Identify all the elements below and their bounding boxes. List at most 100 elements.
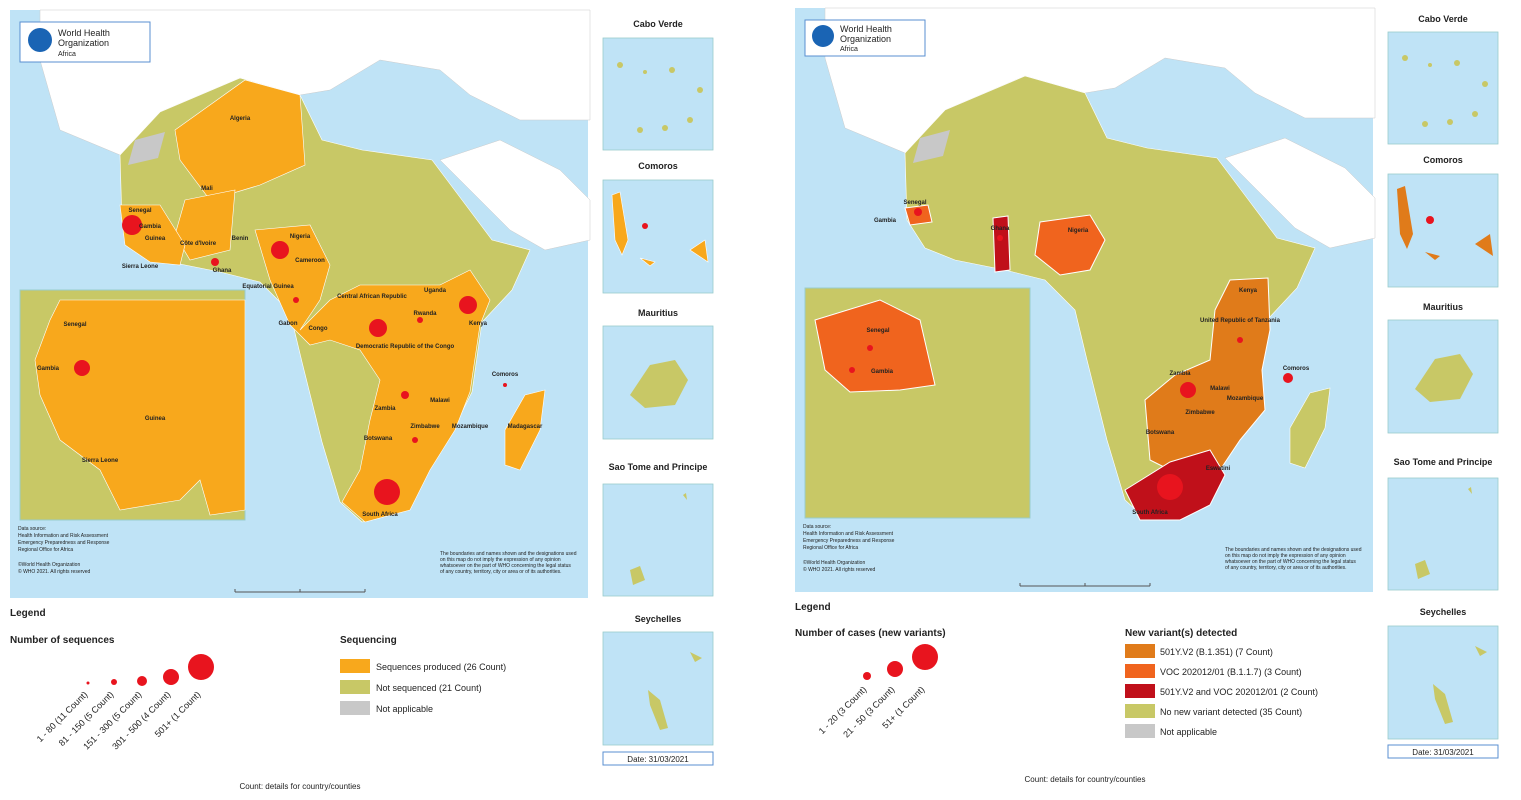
right-legend: Legend Number of cases (new variants) 1 …	[795, 602, 1318, 784]
logo-text: Africa	[58, 51, 76, 58]
legend-swatch	[1125, 704, 1155, 718]
country-label: Equatorial Guinea	[242, 284, 294, 290]
logo-emblem	[812, 25, 834, 47]
country-label: Democratic Republic of the Congo	[356, 344, 455, 350]
legend-label: Not applicable	[1160, 727, 1217, 737]
bubble	[1180, 382, 1196, 398]
bubble	[642, 223, 648, 229]
date: Date: 31/03/2021	[627, 755, 689, 764]
country-label: Sierra Leone	[82, 458, 119, 464]
country-label: Gambia	[871, 369, 894, 375]
legend-swatch	[1125, 644, 1155, 658]
bubble	[401, 391, 409, 399]
islands	[617, 62, 703, 133]
country-label: Cameroon	[295, 258, 325, 264]
country-label: Malawi	[1210, 386, 1230, 392]
legend-bubble	[137, 676, 147, 686]
bubble	[412, 437, 418, 443]
logo-text: World Health	[58, 28, 110, 38]
copyright: © WHO 2021. All rights reserved	[18, 568, 91, 575]
country-fill	[254, 224, 491, 523]
country-label: Ghana	[991, 226, 1010, 232]
country-label: South Africa	[1132, 510, 1168, 516]
legend-label: 1 - 20 (3 Count)	[817, 684, 869, 736]
bubble	[849, 367, 855, 373]
bubbles	[74, 215, 507, 505]
copyright: © WHO 2021. All rights reserved	[803, 566, 876, 573]
country-label: Nigeria	[1068, 228, 1089, 234]
bubble	[1426, 216, 1434, 224]
legend-subtitle: Number of sequences	[10, 635, 115, 646]
country-label: Sierra Leone	[122, 264, 159, 270]
not-applicable	[128, 132, 165, 165]
legend-title: Legend	[795, 602, 831, 613]
source: Regional Office for Africa	[18, 547, 73, 553]
country-fill	[992, 215, 1011, 273]
date: Date: 31/03/2021	[1412, 748, 1474, 757]
country-label: Ghana	[213, 268, 232, 274]
not-applicable	[913, 130, 950, 163]
inset-box	[1387, 31, 1499, 145]
country-label: Congo	[309, 326, 328, 332]
inset-box	[602, 37, 714, 151]
country-label: Malawi	[430, 398, 450, 404]
bubble	[122, 215, 142, 235]
right-map: World Health Organization Africa Senegal…	[795, 7, 1376, 592]
scale-bar	[1019, 583, 1151, 587]
disclaimer: whatsoever on the part of WHO concerning…	[440, 563, 571, 569]
bubble	[1157, 474, 1183, 500]
source: Health Information and Risk Assessment	[18, 533, 109, 539]
inset-title: Comoros	[638, 161, 678, 171]
legend-swatch	[340, 659, 370, 673]
inset-title: Sao Tome and Principe	[609, 462, 708, 472]
country-label: Zambia	[1169, 371, 1191, 377]
legend-swatch	[340, 701, 370, 715]
footer: Count: details for country/counties	[1025, 775, 1146, 784]
country-label: Kenya	[469, 321, 488, 327]
disclaimer: of any country, territory, city or area …	[1225, 565, 1347, 571]
logo-emblem	[28, 28, 52, 52]
country-fill	[1034, 214, 1106, 276]
bubble	[417, 317, 423, 323]
right-insets: Cabo Verde Comoros Mauritius Sao Tome an…	[1387, 14, 1499, 759]
country-label: Benin	[232, 236, 249, 242]
country-label: Kenya	[1239, 288, 1258, 294]
bubble	[211, 258, 219, 266]
legend-swatch	[340, 680, 370, 694]
date-box	[602, 751, 714, 766]
inset-title: Comoros	[1423, 155, 1463, 165]
bubble	[914, 208, 922, 216]
legend-bubble	[163, 669, 179, 685]
country-label: Central African Republic	[337, 294, 407, 300]
inset-title: Sao Tome and Principe	[1394, 457, 1493, 467]
country-label: Nigeria	[290, 234, 311, 240]
island	[648, 652, 702, 730]
source: Regional Office for Africa	[803, 545, 858, 551]
legend-label: No new variant detected (35 Count)	[1160, 707, 1302, 717]
legend-swatch	[1125, 664, 1155, 678]
country-label: Rwanda	[413, 311, 437, 317]
inset-title: Cabo Verde	[633, 19, 683, 29]
legend-bubble	[188, 654, 214, 680]
inset-box	[1387, 477, 1499, 591]
left-map: World Health Organization Africa Algeria…	[10, 9, 591, 598]
legend-label: 21 - 50 (3 Count)	[841, 684, 896, 739]
legend-swatch	[1125, 684, 1155, 698]
legend-subtitle: New variant(s) detected	[1125, 628, 1237, 639]
inset-title: Seychelles	[1420, 607, 1467, 617]
country-fill	[814, 299, 936, 393]
legend-bubble	[863, 672, 871, 680]
country-label: Botswana	[1146, 430, 1175, 436]
country-label: Gambia	[139, 224, 162, 230]
country-label: Mozambique	[1227, 396, 1264, 402]
source: Emergency Preparedness and Response	[18, 540, 110, 546]
country-label: Senegal	[903, 200, 926, 206]
inset-box	[602, 631, 714, 746]
country-label: Uganda	[424, 288, 447, 294]
bubble	[503, 383, 507, 387]
country-fill	[34, 299, 246, 516]
copyright: ©World Health Organization	[803, 559, 865, 566]
country-label: Gambia	[37, 366, 60, 372]
country-label: Senegal	[866, 328, 889, 334]
legend-bubble	[86, 681, 90, 685]
